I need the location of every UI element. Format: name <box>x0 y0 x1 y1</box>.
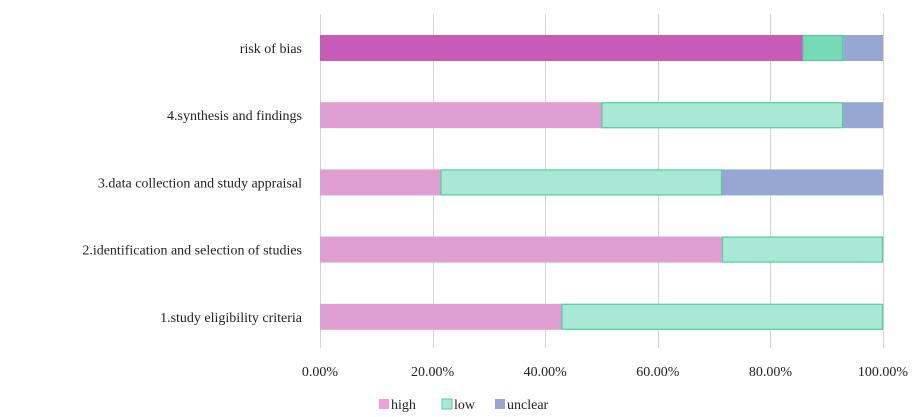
category-label-2-identification-and-selection-of-studies: 2.identification and selection of studie… <box>82 244 302 259</box>
x-tick-label-2: 40.00% <box>524 365 568 380</box>
category-labels: risk of bias 4.synthesis and findings 3.da… <box>82 42 302 326</box>
legend-label-high: high <box>391 398 416 413</box>
bar-high-3-data-collection-and-study-appraisal <box>320 169 441 196</box>
bar-low-4-synthesis-and-findings <box>601 102 844 129</box>
bar-unclear-4-synthesis-and-findings <box>843 102 883 129</box>
x-tick-label-0: 0.00% <box>302 365 339 380</box>
legend-swatch-high <box>379 399 389 409</box>
category-label-1-study-eligibility-criteria: 1.study eligibility criteria <box>160 311 303 326</box>
bar-high-risk-of-bias <box>320 35 803 61</box>
bar-low-3-data-collection-and-study-appraisal <box>440 169 723 196</box>
x-tick-labels: 0.00% 20.00% 40.00% 60.00% 80.00% 100.00% <box>302 365 909 380</box>
legend-swatch-low <box>441 398 453 410</box>
bar-low-risk-of-bias <box>802 34 844 62</box>
category-label-4-synthesis-and-findings: 4.synthesis and findings <box>167 109 302 124</box>
legend-swatch-unclear <box>495 399 505 409</box>
bar-unclear-risk-of-bias <box>843 35 883 61</box>
category-label-3-data-collection-and-study-appraisal: 3.data collection and study appraisal <box>98 176 302 191</box>
x-tick-label-5: 100.00% <box>858 365 909 380</box>
bar-low-2-identification-and-selection-of-studies <box>721 236 884 263</box>
x-tick-label-1: 20.00% <box>411 365 455 380</box>
bar-high-2-identification-and-selection-of-studies <box>320 236 722 263</box>
legend-label-unclear: unclear <box>507 398 549 413</box>
category-label-risk-of-bias: risk of bias <box>240 42 302 57</box>
bars <box>320 34 884 330</box>
bar-high-1-study-eligibility-criteria <box>320 303 562 330</box>
bar-unclear-3-data-collection-and-study-appraisal <box>721 169 883 196</box>
x-tick-label-4: 80.00% <box>749 365 793 380</box>
legend: high low unclear <box>379 398 549 413</box>
x-tick-label-3: 60.00% <box>636 365 680 380</box>
bar-low-1-study-eligibility-criteria <box>561 303 884 330</box>
legend-label-low: low <box>454 398 476 413</box>
bar-high-4-synthesis-and-findings <box>320 102 602 129</box>
